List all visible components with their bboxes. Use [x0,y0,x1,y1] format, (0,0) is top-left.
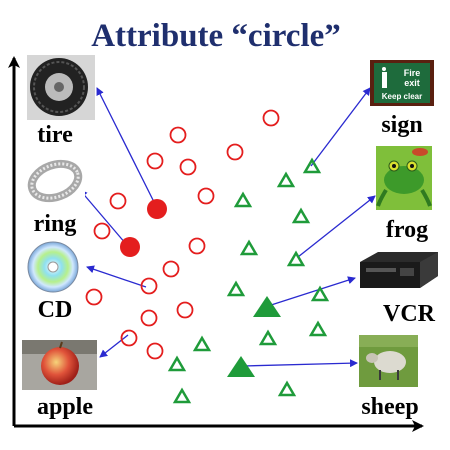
circle-marker [140,277,158,295]
triangle-marker [239,239,259,256]
triangle-marker-highlighted [227,356,255,377]
circle-marker [140,309,158,327]
arrow-to-ring [79,189,127,245]
sheep-image [359,335,418,387]
label-apple: apple [37,394,93,420]
label-tire: tire [37,122,73,148]
apple-image [22,340,97,390]
sign-text-line3: Keep clear [382,92,422,101]
circle-marker [179,158,197,176]
triangle-marker [258,329,278,346]
arrow-to-sheep [242,359,358,368]
label-vcr: VCR [383,301,436,327]
cd-image [27,241,79,293]
frog-image [376,146,432,210]
label-sheep: sheep [361,394,418,420]
arrows [79,87,376,368]
triangle-marker [291,207,311,224]
triangle-marker-highlighted [253,296,281,317]
arrow-to-frog [297,195,376,258]
triangle-markers [167,157,330,404]
circle-markers [85,109,280,360]
triangle-marker [226,280,246,297]
circle-marker-highlighted [120,237,140,257]
arrow-to-tire [96,87,156,205]
circle-marker [226,143,244,161]
triangle-marker [310,285,330,302]
circle-marker [109,192,127,210]
vcr-image [360,252,438,288]
triangle-marker [167,355,187,372]
circle-marker [146,152,164,170]
label-sign: sign [381,112,422,138]
circle-marker [188,237,206,255]
ring-image [27,158,85,206]
circle-marker [120,329,138,347]
label-frog: frog [386,217,428,243]
circle-marker-highlighted [147,199,167,219]
arrow-to-sign [310,87,371,167]
triangle-marker [277,380,297,397]
arrow-to-apple [99,334,129,358]
page-title: Attribute “circle” [91,18,341,54]
circle-marker [93,222,111,240]
triangle-marker [286,250,306,267]
fire-exit-sign-image: Fire exit Keep clear [370,60,434,106]
arrow-to-cd [86,265,147,288]
sign-text-line1: Fire [404,68,421,78]
label-cd: CD [38,297,73,323]
circle-marker [262,109,280,127]
triangle-marker [302,157,322,174]
circle-marker [146,342,164,360]
circle-marker [197,187,215,205]
sign-text-line2: exit [404,78,420,88]
tire-image [27,55,95,120]
circle-marker [85,288,103,306]
label-ring: ring [34,211,77,237]
triangle-marker [233,191,253,208]
circle-marker [162,260,180,278]
triangle-marker [172,387,192,404]
arrow-to-vcr [267,276,356,307]
circle-marker [176,301,194,319]
triangle-marker [192,335,212,352]
triangle-marker [308,320,328,337]
circle-marker [169,126,187,144]
triangle-marker [276,171,296,188]
